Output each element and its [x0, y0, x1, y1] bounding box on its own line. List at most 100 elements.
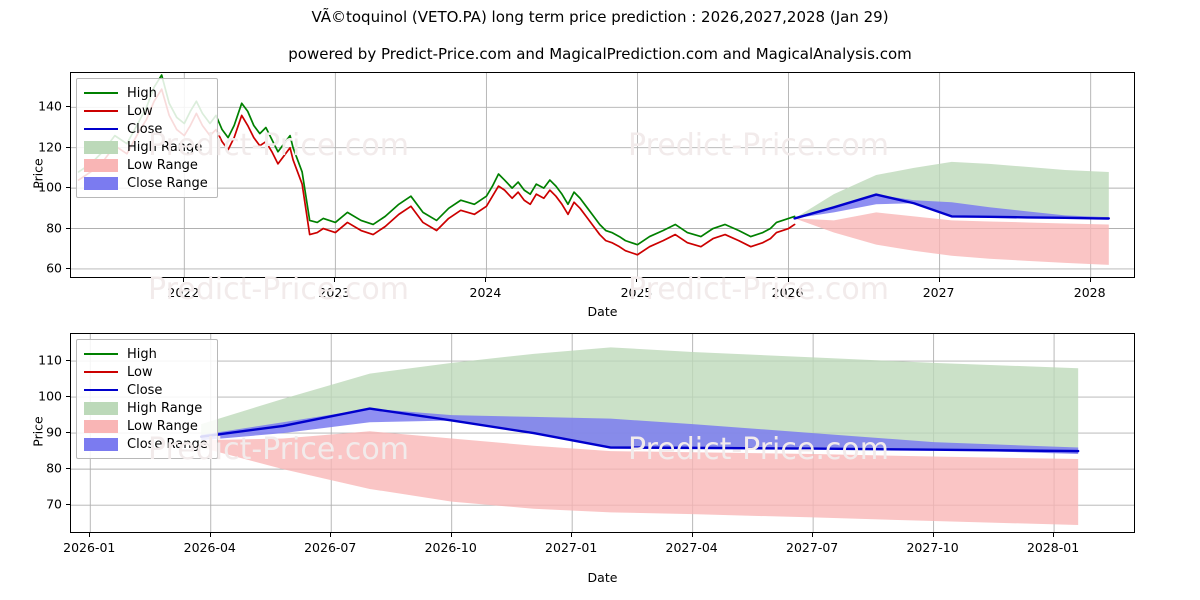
top-plot-area: [70, 72, 1135, 278]
legend-item-label: Low Range: [127, 157, 198, 173]
swatch: [84, 352, 118, 356]
swatch: [84, 176, 118, 190]
legend-item-label: Close Range: [127, 436, 208, 452]
page-title: VÃ©toquinol (VETO.PA) long term price pr…: [311, 8, 889, 26]
page-subtitle: powered by Predict-Price.com and Magical…: [288, 45, 912, 63]
top-chart-svg: [71, 73, 1134, 277]
legend-item-close-range: Close Range: [84, 435, 208, 453]
y-tick-label: 100: [38, 388, 62, 404]
legend-item-close: Close: [84, 120, 208, 138]
x-tick-mark: [636, 278, 638, 282]
legend-line-swatch-icon: [84, 383, 118, 397]
x-tick-mark: [691, 533, 693, 537]
legend-patch-swatch-icon: [84, 419, 118, 433]
legend-line-swatch-icon: [84, 86, 118, 100]
legend-item-label: High: [127, 346, 157, 362]
legend-item-label: High Range: [127, 400, 203, 416]
x-tick-label: 2026-01: [63, 540, 116, 555]
y-tick-label: 120: [38, 139, 62, 155]
legend-line-swatch-icon: [84, 347, 118, 361]
top-chart-panel: [70, 72, 1135, 278]
legend-line-swatch-icon: [84, 104, 118, 118]
x-tick-label: 2023: [318, 285, 351, 300]
x-tick-mark: [787, 278, 789, 282]
legend-item-high: High: [84, 345, 208, 363]
x-tick-mark: [812, 533, 814, 537]
y-tick-label: 60: [46, 260, 62, 276]
legend-patch-swatch-icon: [84, 176, 118, 190]
bottom-plot-area: [70, 333, 1135, 533]
y-tick-mark: [66, 504, 70, 506]
legend-item-label: Close: [127, 121, 163, 137]
top-y-axis-label: Price: [30, 158, 46, 189]
y-tick-mark: [66, 106, 70, 108]
x-tick-mark: [450, 533, 452, 537]
legend-item-label: Low: [127, 103, 153, 119]
x-tick-mark: [334, 278, 336, 282]
x-tick-label: 2022: [167, 285, 200, 300]
swatch: [84, 437, 118, 451]
legend-line-swatch-icon: [84, 365, 118, 379]
y-tick-label: 100: [38, 179, 62, 195]
x-tick-mark: [571, 533, 573, 537]
y-tick-label: 80: [46, 220, 62, 235]
y-tick-label: 70: [46, 496, 62, 512]
x-tick-label: 2027-07: [786, 540, 839, 555]
legend-item-label: Low Range: [127, 418, 198, 434]
x-tick-label: 2027: [922, 285, 955, 300]
legend-patch-swatch-icon: [84, 401, 118, 415]
swatch: [84, 158, 118, 172]
x-tick-mark: [1053, 533, 1055, 537]
top-x-axis-label: Date: [587, 304, 618, 319]
swatch: [84, 370, 118, 374]
legend-item-low: Low: [84, 102, 208, 120]
legend-item-close-range: Close Range: [84, 174, 208, 192]
y-tick-mark: [66, 396, 70, 398]
legend-item-close: Close: [84, 381, 208, 399]
x-tick-label: 2026-10: [424, 540, 477, 555]
bottom-y-axis-label: Price: [30, 416, 46, 447]
x-tick-mark: [330, 533, 332, 537]
y-tick-mark: [66, 432, 70, 434]
legend-item-high-range: High Range: [84, 399, 208, 417]
bottom-chart-svg: [71, 334, 1134, 532]
y-tick-label: 90: [46, 424, 62, 440]
legend-item-high: High: [84, 84, 208, 102]
y-tick-mark: [66, 360, 70, 362]
swatch: [84, 91, 118, 95]
legend-patch-swatch-icon: [84, 158, 118, 172]
x-tick-label: 2028-01: [1026, 540, 1080, 555]
x-tick-label: 2028: [1073, 285, 1106, 300]
legend-item-label: High: [127, 85, 157, 101]
swatch: [84, 419, 118, 433]
y-tick-label: 110: [38, 352, 62, 368]
x-tick-label: 2026: [771, 285, 804, 300]
legend-item-low: Low: [84, 363, 208, 381]
swatch: [84, 109, 118, 113]
legend-item-label: Low: [127, 364, 153, 380]
bottom-chart-panel: [70, 333, 1135, 533]
y-tick-mark: [66, 146, 70, 148]
x-tick-mark: [183, 278, 185, 282]
x-tick-label: 2025: [620, 285, 653, 300]
y-tick-label: 80: [46, 460, 62, 476]
legend-patch-swatch-icon: [84, 437, 118, 451]
x-tick-label: 2026-07: [304, 540, 357, 555]
swatch: [84, 401, 118, 415]
y-tick-mark: [66, 227, 70, 229]
top-chart-legend: High Low Close High Range Low Range Close Ran…: [76, 78, 218, 198]
swatch: [84, 127, 118, 131]
legend-item-high-range: High Range: [84, 138, 208, 156]
y-tick-mark: [66, 267, 70, 269]
x-tick-mark: [1089, 278, 1091, 282]
x-tick-mark: [485, 278, 487, 282]
bottom-chart-legend: High Low Close High Range Low Range Close Ran…: [76, 339, 218, 459]
y-tick-mark: [66, 187, 70, 189]
legend-patch-swatch-icon: [84, 140, 118, 154]
legend-line-swatch-icon: [84, 122, 118, 136]
swatch: [84, 140, 118, 154]
x-tick-label: 2027-10: [906, 540, 959, 555]
swatch: [84, 388, 118, 392]
x-tick-label: 2026-04: [183, 540, 236, 555]
